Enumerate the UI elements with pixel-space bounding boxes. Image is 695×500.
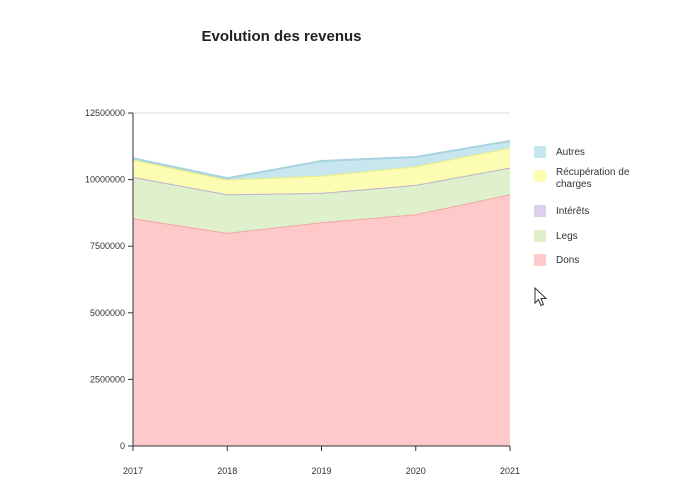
mouse-cursor-icon [534,287,548,307]
legend-label: Récupération de charges [556,167,630,190]
line-autres [132,139,511,180]
x-tick-label: 2019 [311,466,331,476]
x-tick-label: 2018 [217,466,237,476]
y-tick-label: 7500000 [90,241,125,251]
x-tick-label: 2021 [500,466,520,476]
x-axis-ticks: 2017 2018 2019 2020 2021 [123,446,520,476]
y-tick-label: 12500000 [85,108,125,118]
legend-label: Legs [556,231,578,242]
y-tick-label: 2500000 [90,374,125,384]
legend-label: Autres [556,147,585,158]
chart-title: Evolution des revenus [201,28,362,45]
legend: Autres Récupération de charges Intérêts Legs… [534,146,630,266]
area-r-cup-ration-de-charges [133,147,510,195]
y-tick-label: 0 [120,441,125,451]
legend-swatch [534,146,546,158]
area-autres [133,140,510,180]
area-legs [133,167,510,233]
legend-swatch [534,230,546,242]
x-tick-label: 2017 [123,466,143,476]
legend-swatch [534,254,546,266]
series-areas [132,139,511,446]
y-tick-label: 10000000 [85,175,125,185]
legend-label: Dons [556,255,579,266]
y-axis-ticks: 0 2500000 5000000 7500000 10000000 12500000 [85,108,133,451]
x-tick-label: 2020 [406,466,426,476]
legend-swatch [534,170,546,182]
legend-label: Intérêts [556,206,589,217]
area-dons [133,194,510,446]
y-tick-label: 5000000 [90,308,125,318]
legend-swatch [534,205,546,217]
